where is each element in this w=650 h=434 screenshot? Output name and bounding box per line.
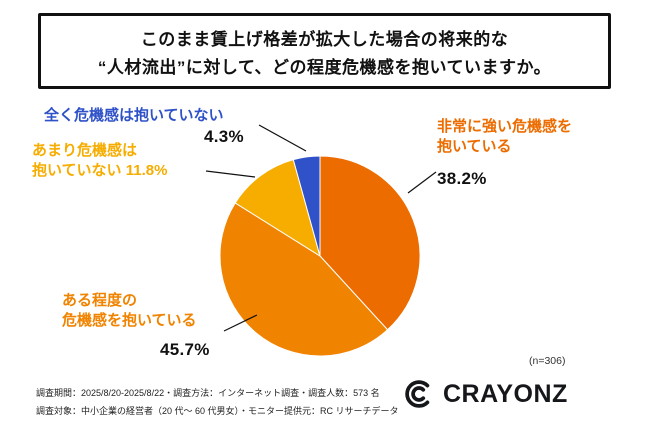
- callout-some: ある程度の 危機感を抱いている: [62, 291, 197, 331]
- pie-slice-0: [319, 155, 421, 331]
- callout-strong: 非常に強い危機感を 抱いている: [437, 117, 572, 157]
- title-line-2: “人材流出”に対して、どの程度危機感を抱いていますか。: [97, 57, 552, 77]
- pie-svg: [219, 155, 421, 357]
- survey-footnote-line2: 調査対象：中小企業の経営者（20 代〜 60 代男女）・モニター提供元：RC リ…: [36, 405, 399, 416]
- callout-none: 全く危機感は抱いていない: [44, 106, 224, 126]
- callout-some-line2: 危機感を抱いている: [62, 312, 197, 329]
- crayonz-logo-icon: [405, 380, 430, 408]
- pie-slice-2: [234, 159, 321, 258]
- callout-none-pct: 4.3%: [204, 127, 244, 146]
- leader-line-none: [258, 124, 307, 152]
- callout-strong-line1: 非常に強い危機感を: [437, 118, 573, 135]
- pie-slice-3: [292, 155, 321, 257]
- crayonz-logo: CRAYONZ: [402, 377, 568, 411]
- crayonz-wordmark: CRAYONZ: [443, 379, 568, 408]
- callout-strong-line2: 抱いている: [437, 138, 512, 155]
- callout-little-line2: 抱いていない 11.8%: [32, 162, 168, 179]
- pie-slice-1: [219, 202, 389, 357]
- callout-little: あまり危機感は 抱いていない 11.8%: [32, 141, 167, 181]
- title-box: このまま賃上げ格差が拡大した場合の将来的な “人材流出”に対して、どの程度危機感…: [38, 13, 611, 89]
- callout-some-line1: ある程度の: [62, 292, 138, 309]
- callout-little-line1: あまり危機感は: [32, 142, 138, 159]
- sample-size-label: (n=306): [529, 355, 566, 367]
- callout-none-label: 全く危機感は抱いていない: [44, 107, 224, 124]
- title-line-1: このまま賃上げ格差が拡大した場合の将来的な: [140, 29, 509, 49]
- callout-some-pct: 45.7%: [160, 340, 210, 359]
- survey-footnote-line1: 調査期間：2025/8/20-2025/8/22・調査方法：インターネット調査・…: [36, 388, 380, 398]
- callout-strong-pct: 38.2%: [437, 169, 487, 188]
- pie-chart: [214, 150, 426, 362]
- survey-footnote: 調査期間：2025/8/20-2025/8/22・調査方法：インターネット調査・…: [36, 385, 399, 420]
